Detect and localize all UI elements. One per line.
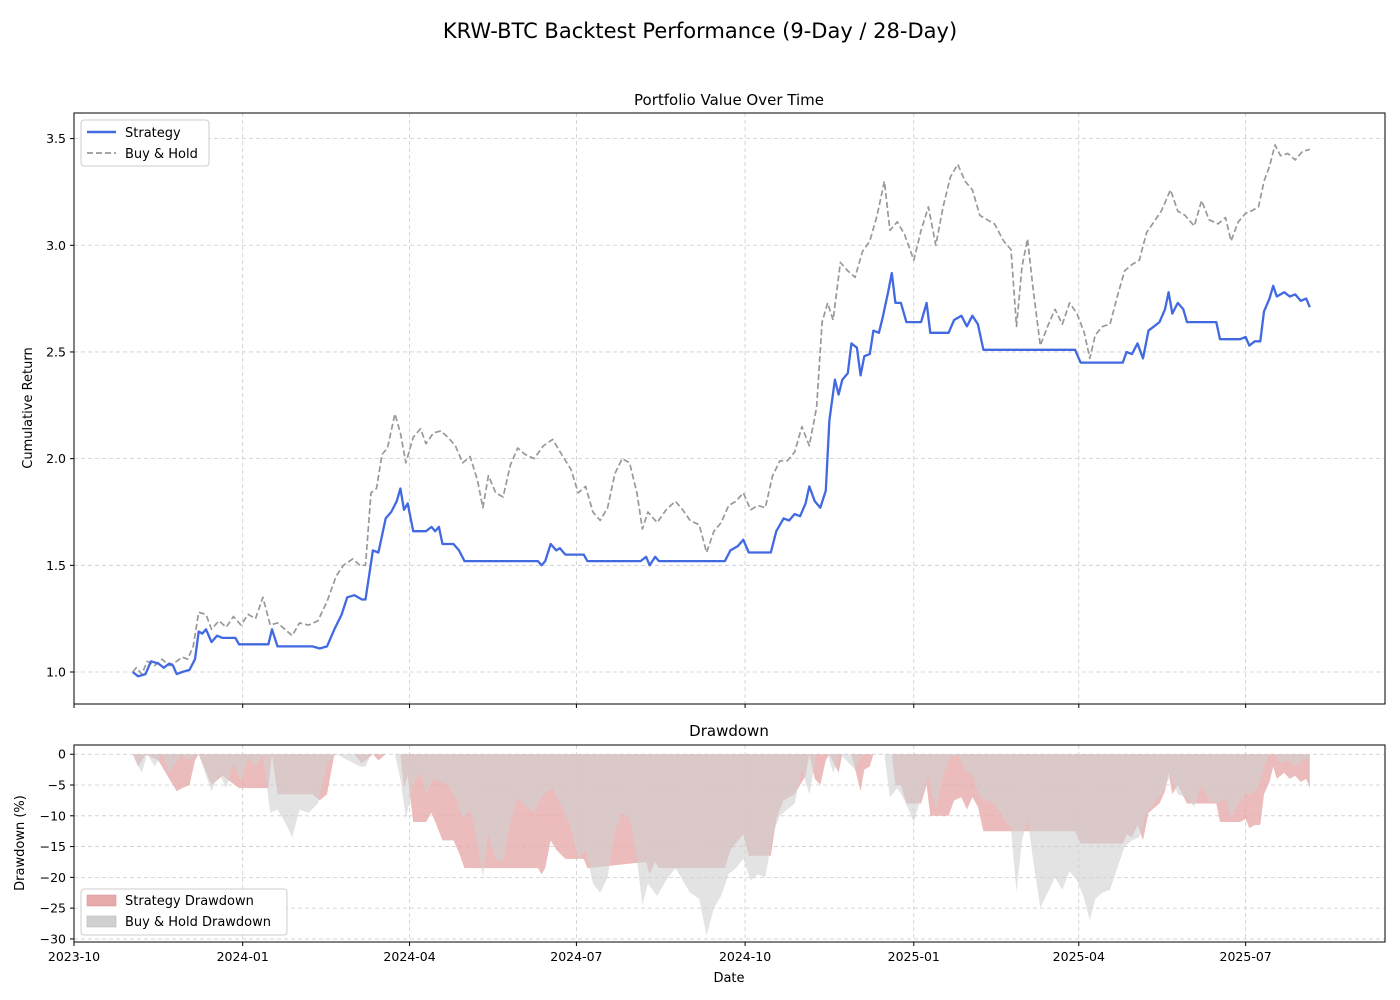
drawdown-x-tick-label: 2024-07 <box>550 949 602 964</box>
drawdown-x-tick-label: 2023-10 <box>48 949 100 964</box>
legend-swatch-buyhold-drawdown <box>86 915 117 928</box>
portfolio-grid <box>73 113 1385 704</box>
drawdown-plot-frame <box>73 744 1386 943</box>
portfolio-chart: Portfolio Value Over Time 1.0 1.5 2.0 2.5 3.… <box>21 91 1386 708</box>
drawdown-x-tick-label: 2024-04 <box>383 949 435 964</box>
portfolio-chart-title: Portfolio Value Over Time <box>634 91 824 109</box>
drawdown-series <box>132 754 1310 936</box>
portfolio-y-tick-label: 1.5 <box>46 558 66 573</box>
legend-label-strategy-drawdown: Strategy Drawdown <box>125 894 254 909</box>
drawdown-x-tick-label: 2025-01 <box>888 949 940 964</box>
portfolio-y-tick-label: 3.5 <box>46 131 66 146</box>
figure-title: KRW-BTC Backtest Performance (9-Day / 28… <box>443 19 957 43</box>
drawdown-y-ticks: 0 −5 −10 −15 −20 −25 −30 <box>40 747 74 946</box>
portfolio-y-tick-label: 1.0 <box>46 664 66 679</box>
drawdown-x-ticks: 2023-10 2024-01 2024-04 2024-07 2024-10 2025-… <box>48 942 1272 964</box>
portfolio-y-tick-label: 2.0 <box>46 451 66 466</box>
portfolio-y-ticks: 1.0 1.5 2.0 2.5 3.0 3.5 <box>46 131 74 679</box>
drawdown-chart: Drawdown 0 −5 −10 −15 −20 −25 −30 2023-10 2024-… <box>13 722 1386 986</box>
legend-label-buyhold: Buy & Hold <box>125 147 198 162</box>
legend-label-strategy: Strategy <box>125 126 181 141</box>
drawdown-y-tick-label: −30 <box>40 931 66 946</box>
drawdown-x-tick-label: 2024-01 <box>217 949 269 964</box>
series-line-buy-and-hold <box>132 144 1311 675</box>
portfolio-y-tick-label: 2.5 <box>46 344 66 359</box>
series-area-buy-and-hold-drawdown <box>132 754 1310 936</box>
drawdown-x-tick-label: 2025-07 <box>1220 949 1272 964</box>
drawdown-y-tick-label: −25 <box>40 901 66 916</box>
portfolio-legend: Strategy Buy & Hold <box>80 119 210 167</box>
legend-label-buyhold-drawdown: Buy & Hold Drawdown <box>125 915 271 930</box>
drawdown-y-tick-label: −10 <box>40 808 66 823</box>
drawdown-y-axis-label: Drawdown (%) <box>13 795 28 891</box>
drawdown-x-tick-label: 2024-10 <box>719 949 771 964</box>
drawdown-y-tick-label: 0 <box>58 747 66 762</box>
drawdown-y-tick-label: −5 <box>48 778 66 793</box>
drawdown-y-tick-label: −20 <box>40 870 66 885</box>
portfolio-x-ticks <box>73 704 1247 708</box>
drawdown-legend: Strategy Drawdown Buy & Hold Drawdown <box>80 888 288 936</box>
drawdown-x-tick-label: 2025-04 <box>1053 949 1105 964</box>
drawdown-x-axis-label: Date <box>713 971 744 986</box>
series-line-strategy <box>131 271 1311 678</box>
portfolio-plot-frame <box>73 112 1386 705</box>
portfolio-series <box>131 144 1311 678</box>
drawdown-y-tick-label: −15 <box>40 839 66 854</box>
legend-swatch-strategy-drawdown <box>86 894 117 907</box>
portfolio-y-axis-label: Cumulative Return <box>21 347 36 468</box>
portfolio-y-tick-label: 3.0 <box>46 238 66 253</box>
legend-box <box>80 888 288 936</box>
drawdown-chart-title: Drawdown <box>689 722 769 740</box>
